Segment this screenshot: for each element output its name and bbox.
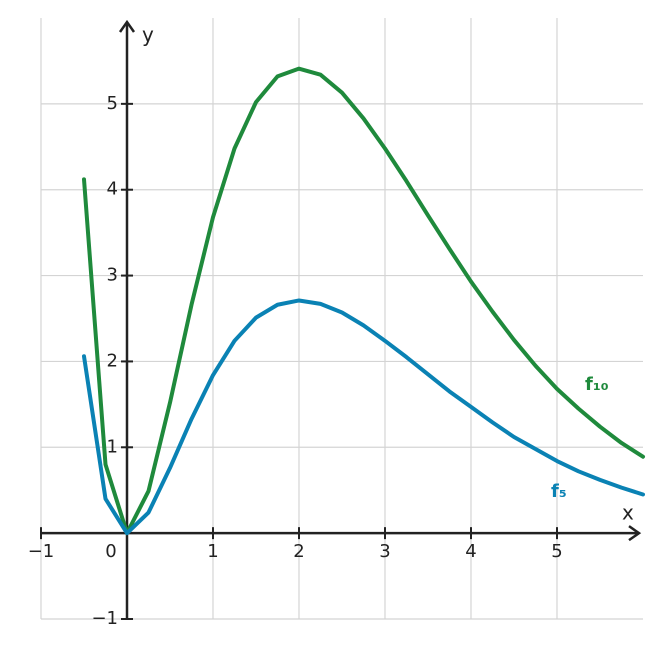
- x-tick-label: 5: [551, 541, 562, 562]
- x-axis-arrow: [628, 525, 642, 542]
- curve: [82, 298, 645, 536]
- curve-label: f₅: [551, 481, 567, 502]
- curve-label: f₁₀: [585, 374, 609, 395]
- x-tick-label: 1: [207, 541, 218, 562]
- y-axis-label: y: [142, 23, 154, 47]
- y-axis-arrow: [118, 19, 136, 33]
- y-tick-label: 3: [107, 265, 118, 286]
- y-tick-label: −1: [91, 608, 118, 629]
- curve: [82, 66, 645, 536]
- y-tick-label: 2: [107, 350, 118, 371]
- y-tick-label: 4: [107, 179, 118, 200]
- x-tick-label: 3: [379, 541, 390, 562]
- y-tick-label: 5: [107, 93, 118, 114]
- y-tick-label: 1: [107, 436, 118, 457]
- x-tick-label: 0: [105, 541, 116, 562]
- x-tick-label: −1: [28, 541, 55, 562]
- x-tick-label: 4: [465, 541, 476, 562]
- x-axis-label: x: [622, 501, 634, 525]
- x-tick-label: 2: [293, 541, 304, 562]
